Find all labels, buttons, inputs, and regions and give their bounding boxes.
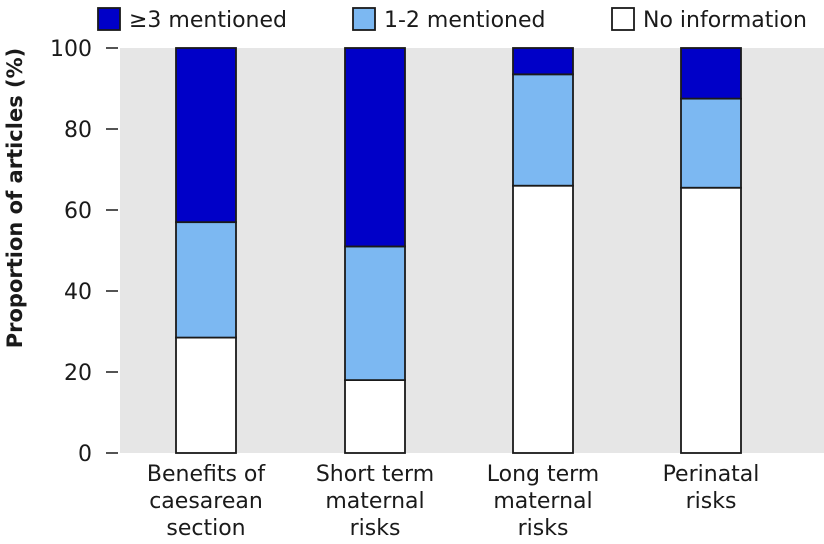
legend-item: No information <box>611 7 807 33</box>
bar-segment--3-mentioned <box>175 47 237 224</box>
bar-segment--3-mentioned <box>680 47 742 100</box>
bars <box>175 47 742 454</box>
bar-segment--3-mentioned <box>344 47 406 248</box>
y-tick-label: 100 <box>50 37 92 62</box>
bar-stack <box>680 47 742 454</box>
y-tick-label: 80 <box>64 118 92 143</box>
y-tick-label: 60 <box>64 199 92 224</box>
bar-stack <box>512 47 574 454</box>
y-axis-label: Proportion of articles (%) <box>3 48 27 349</box>
y-tick-label: 0 <box>78 442 92 467</box>
y-axis-ticks: 0 20 40 60 80 100 <box>50 37 118 467</box>
bar-segment-1-2-mentioned <box>344 245 406 381</box>
y-tick-label: 20 <box>64 361 92 386</box>
x-category-label: Short term maternal risks <box>316 462 434 541</box>
x-category-label: Long term maternal risks <box>487 462 599 541</box>
legend-swatch <box>352 7 376 31</box>
legend-swatch <box>97 7 121 31</box>
legend-swatch <box>611 7 635 31</box>
bar-segment-1-2-mentioned <box>175 221 237 339</box>
legend-item: ≥3 mentioned <box>97 7 287 33</box>
legend-label: 1-2 mentioned <box>384 8 545 33</box>
bar-segment-no-information <box>512 184 574 454</box>
legend-label: No information <box>643 8 807 33</box>
y-tick-label: 40 <box>64 280 92 305</box>
bar-segment-no-information <box>680 186 742 454</box>
x-axis-labels: Benefits of caesarean section Short term mat… <box>147 462 760 541</box>
bar-segment-no-information <box>344 379 406 454</box>
bar-segment-no-information <box>175 336 237 454</box>
legend-item: 1-2 mentioned <box>352 7 545 33</box>
legend-label: ≥3 mentioned <box>129 8 287 33</box>
x-category-label: Perinatal risks <box>663 462 760 514</box>
legend: ≥3 mentioned 1-2 mentioned No information <box>97 7 807 33</box>
bar-segment-1-2-mentioned <box>512 73 574 187</box>
bar-stack <box>344 47 406 454</box>
bar-segment--3-mentioned <box>512 47 574 76</box>
x-category-label: Benefits of caesarean section <box>147 462 267 541</box>
bar-stack <box>175 47 237 454</box>
bar-segment-1-2-mentioned <box>680 97 742 189</box>
